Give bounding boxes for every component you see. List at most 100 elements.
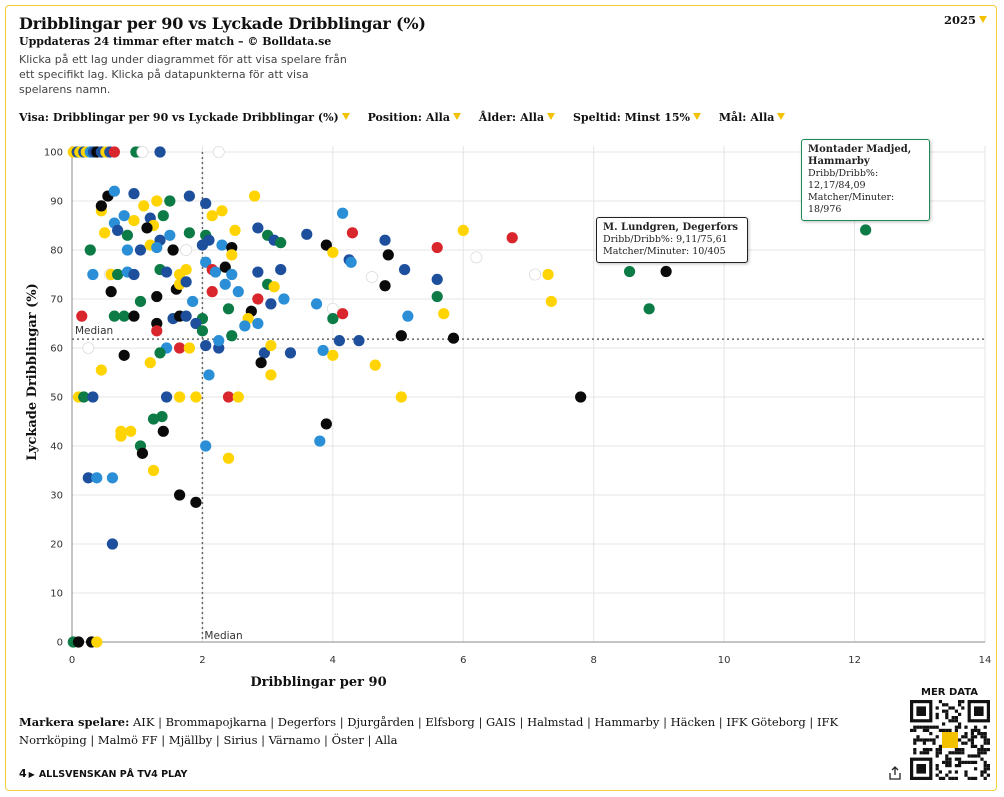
data-point[interactable] bbox=[506, 232, 518, 244]
data-point[interactable] bbox=[91, 472, 103, 484]
footer-brand[interactable]: 4 ▶ ALLSVENSKAN PÅ TV4 PLAY bbox=[19, 767, 187, 780]
data-point[interactable] bbox=[327, 246, 339, 259]
data-point[interactable] bbox=[353, 335, 365, 347]
data-point[interactable] bbox=[151, 241, 163, 254]
data-point[interactable] bbox=[209, 266, 222, 278]
team-link[interactable]: Öster bbox=[331, 733, 364, 747]
data-point[interactable] bbox=[252, 222, 264, 234]
data-point[interactable] bbox=[121, 244, 134, 256]
data-point[interactable] bbox=[369, 359, 381, 371]
data-point[interactable] bbox=[180, 310, 192, 322]
data-point[interactable] bbox=[529, 268, 542, 281]
data-point[interactable] bbox=[108, 146, 120, 158]
data-point[interactable] bbox=[118, 349, 130, 361]
year-selector[interactable]: 2025 bbox=[944, 13, 987, 27]
data-point[interactable] bbox=[174, 391, 186, 403]
data-point[interactable] bbox=[144, 357, 156, 369]
data-point[interactable] bbox=[134, 244, 147, 256]
data-point[interactable] bbox=[136, 447, 149, 459]
data-point[interactable] bbox=[660, 265, 672, 278]
data-point[interactable] bbox=[138, 200, 150, 212]
team-link[interactable]: Elfsborg bbox=[425, 715, 475, 729]
data-point[interactable] bbox=[95, 200, 107, 212]
data-point[interactable] bbox=[164, 195, 176, 207]
data-point[interactable] bbox=[156, 411, 168, 423]
data-point[interactable] bbox=[275, 264, 287, 276]
data-point[interactable] bbox=[226, 249, 238, 261]
data-point[interactable] bbox=[213, 335, 225, 347]
data-point[interactable] bbox=[200, 256, 212, 268]
data-point[interactable] bbox=[206, 210, 218, 222]
data-point[interactable] bbox=[183, 342, 195, 354]
data-point[interactable] bbox=[141, 222, 153, 234]
data-point[interactable] bbox=[196, 239, 209, 251]
data-point[interactable] bbox=[258, 347, 270, 359]
data-point[interactable] bbox=[200, 440, 212, 452]
data-point[interactable] bbox=[379, 234, 391, 246]
data-point[interactable] bbox=[447, 332, 460, 344]
team-link[interactable]: Värnamo bbox=[268, 733, 321, 747]
data-point[interactable] bbox=[310, 298, 323, 310]
data-point[interactable] bbox=[337, 308, 349, 320]
data-point[interactable] bbox=[174, 489, 186, 501]
data-point[interactable] bbox=[239, 320, 251, 332]
data-point[interactable] bbox=[219, 278, 231, 290]
data-point[interactable] bbox=[78, 391, 90, 403]
filter-mal[interactable]: Mål: Alla bbox=[719, 111, 786, 124]
data-point[interactable] bbox=[115, 430, 127, 442]
data-point[interactable] bbox=[222, 452, 235, 464]
data-point[interactable] bbox=[128, 188, 140, 200]
data-point[interactable] bbox=[72, 636, 85, 648]
data-point[interactable] bbox=[623, 265, 636, 278]
data-point[interactable] bbox=[333, 335, 345, 347]
data-point[interactable] bbox=[395, 330, 407, 342]
data-point[interactable] bbox=[265, 339, 277, 352]
data-point[interactable] bbox=[82, 341, 95, 354]
data-point[interactable] bbox=[327, 349, 339, 361]
team-link[interactable]: Häcken bbox=[670, 715, 716, 729]
data-point[interactable] bbox=[212, 145, 225, 158]
data-point[interactable] bbox=[128, 215, 140, 227]
team-link[interactable]: Alla bbox=[375, 733, 398, 747]
data-point[interactable] bbox=[229, 224, 241, 236]
data-point[interactable] bbox=[87, 391, 99, 403]
data-point[interactable] bbox=[379, 280, 391, 292]
data-point[interactable] bbox=[431, 290, 443, 303]
data-point[interactable] bbox=[134, 295, 147, 308]
data-point[interactable] bbox=[157, 210, 169, 222]
data-point[interactable] bbox=[216, 239, 228, 251]
data-point[interactable] bbox=[275, 237, 287, 249]
data-point[interactable] bbox=[265, 298, 277, 310]
data-point[interactable] bbox=[203, 369, 215, 381]
data-point[interactable] bbox=[160, 266, 173, 278]
team-link[interactable]: Djurgården bbox=[347, 715, 415, 729]
data-point[interactable] bbox=[91, 636, 103, 648]
data-point[interactable] bbox=[382, 249, 394, 261]
data-point[interactable] bbox=[255, 357, 267, 369]
data-point[interactable] bbox=[106, 538, 119, 550]
share-icon[interactable] bbox=[888, 766, 902, 780]
data-point[interactable] bbox=[87, 268, 99, 281]
team-link[interactable]: Sirius bbox=[223, 733, 258, 747]
qr-code-icon[interactable] bbox=[910, 700, 990, 780]
data-point[interactable] bbox=[112, 224, 124, 236]
data-point[interactable] bbox=[108, 310, 120, 322]
data-point[interactable] bbox=[395, 391, 407, 403]
filter-position[interactable]: Position: Alla bbox=[368, 111, 461, 124]
data-point[interactable] bbox=[154, 146, 166, 158]
data-point[interactable] bbox=[164, 229, 176, 241]
data-point[interactable] bbox=[118, 210, 130, 222]
data-point[interactable] bbox=[99, 227, 111, 239]
data-point[interactable] bbox=[112, 268, 124, 281]
data-point[interactable] bbox=[121, 229, 134, 241]
data-point[interactable] bbox=[226, 330, 238, 342]
data-point[interactable] bbox=[431, 273, 443, 285]
data-point[interactable] bbox=[82, 472, 94, 484]
data-point[interactable] bbox=[147, 464, 160, 477]
data-point[interactable] bbox=[278, 293, 290, 305]
team-link[interactable]: Malmö FF bbox=[97, 733, 158, 747]
data-point[interactable] bbox=[326, 302, 339, 315]
data-point[interactable] bbox=[151, 195, 163, 207]
team-link[interactable]: AIK bbox=[129, 715, 155, 729]
data-point[interactable] bbox=[151, 325, 163, 337]
